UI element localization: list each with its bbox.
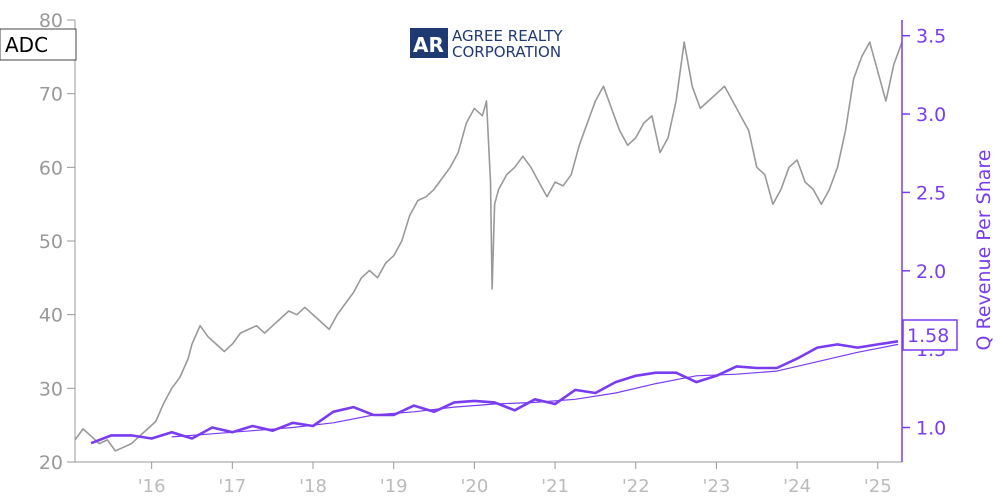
x-tick-label: '16: [138, 476, 166, 497]
y-left-tick-label: 80: [39, 10, 63, 32]
x-tick-label: '21: [541, 476, 569, 497]
logo-mark-icon: [410, 28, 448, 58]
logo-line-2: CORPORATION: [452, 43, 561, 61]
y-axis-right-label: Q Revenue Per Share: [973, 150, 995, 351]
x-tick-label: '20: [460, 476, 488, 497]
x-tick-label: '18: [299, 476, 327, 497]
last-value-tag: 1.58: [902, 319, 958, 351]
logo-line-1: AGREE REALTY: [452, 27, 563, 45]
y-left-tick-label: 50: [39, 231, 63, 253]
price-series-line: [74, 41, 903, 452]
y-right-tick-label: 3.5: [916, 26, 946, 48]
ticker-label: ADC: [5, 33, 48, 57]
x-tick-label: '23: [702, 476, 730, 497]
y-left-tick-label: 30: [39, 378, 63, 400]
y-right-tick-label: 3.0: [916, 104, 946, 126]
y-left-tick-label: 40: [39, 305, 63, 327]
company-logo: AR AGREE REALTY CORPORATION: [410, 27, 563, 61]
ticker-box: ADC: [0, 28, 77, 61]
y-right-tick-label: 2.0: [916, 261, 946, 283]
y-left-tick-label: 20: [39, 452, 63, 474]
last-value-label: 1.58: [907, 325, 949, 347]
x-tick-label: '25: [864, 476, 892, 497]
plot-area: [74, 41, 903, 452]
y-right-tick-label: 1.0: [916, 418, 946, 440]
x-tick-label: '22: [622, 476, 650, 497]
x-tick-label: '19: [380, 476, 408, 497]
revenue-series-line: [90, 340, 899, 445]
y-left-tick-label: 60: [39, 157, 63, 179]
x-tick-label: '17: [218, 476, 246, 497]
svg-text:AR: AR: [413, 33, 444, 57]
y-left-tick-label: 70: [39, 84, 63, 106]
x-tick-label: '24: [783, 476, 811, 497]
y-right-tick-label: 2.5: [916, 182, 946, 204]
revenue-trend-line: [171, 343, 899, 438]
